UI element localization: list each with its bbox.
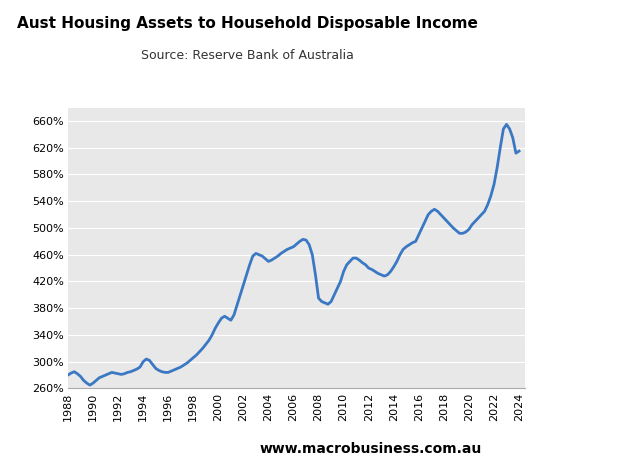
Text: www.macrobusiness.com.au: www.macrobusiness.com.au xyxy=(260,442,482,456)
Text: Aust Housing Assets to Household Disposable Income: Aust Housing Assets to Household Disposa… xyxy=(17,16,478,31)
Text: Source: Reserve Bank of Australia: Source: Reserve Bank of Australia xyxy=(141,49,353,62)
Text: BUSINESS: BUSINESS xyxy=(509,63,575,76)
Text: MACRO: MACRO xyxy=(511,32,574,47)
